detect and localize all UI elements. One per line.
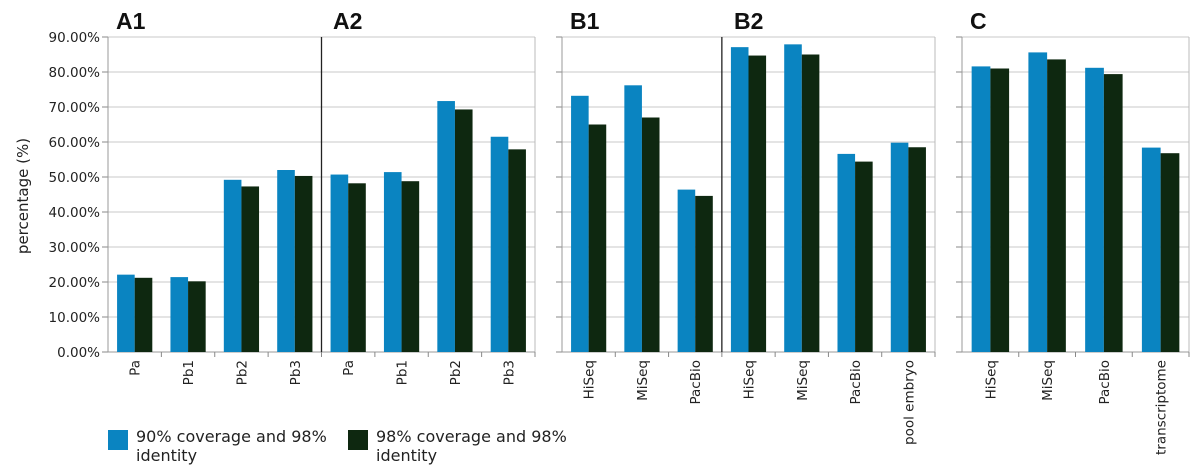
bar-b1-pacbio-s1	[677, 189, 696, 352]
panel-letter-b1: B1	[570, 8, 600, 34]
y-tick-label: 30.00%	[49, 240, 101, 256]
bar-a1-pb3-s2	[294, 175, 313, 352]
bar-a2-pb3-s1	[490, 136, 509, 352]
bar-b2-pacbio-s2	[855, 161, 873, 352]
chart-group-c: HiSeq MiSeq PacBio transcriptome C	[956, 8, 1190, 455]
bar-b1-miseq-s2	[641, 117, 660, 352]
bar-c-miseq-s1	[1028, 52, 1048, 353]
chart-group-b: HiSeq MiSeq PacBio B1 HiSeq MiSeq PacBio pool e…	[556, 8, 936, 445]
x-tick-label: PacBio	[688, 360, 704, 405]
x-tick-label: Pb2	[234, 360, 250, 385]
bar-a1-pb1-s1	[170, 277, 189, 352]
bar-b1-miseq-s1	[624, 85, 642, 353]
x-tick-label: Pb3	[501, 360, 517, 385]
x-tick-label: transcriptome	[1154, 360, 1170, 455]
x-tick-label: HiSeq	[983, 360, 999, 399]
chart-group-a: 0.00% 10.00% 20.00% 30.00% 40.00% 50.00% 60.00…	[49, 8, 536, 385]
bar-a2-pb1-s1	[383, 172, 402, 352]
bar-c-hiseq-s1	[971, 66, 991, 353]
bar-b2-miseq-s2	[801, 54, 820, 352]
bar-a1-pb1-s2	[188, 281, 206, 352]
bar-a1-pb2-s2	[241, 186, 260, 352]
bar-c-pacbio-s2	[1103, 74, 1123, 352]
panel-letter-c: C	[970, 8, 987, 34]
bar-a1-pa-s1	[117, 274, 135, 352]
bar-b2-pool-embryo-s2	[908, 147, 926, 352]
bar-c-miseq-s2	[1047, 59, 1066, 353]
bar-a2-pb2-s2	[454, 109, 473, 352]
bar-b2-hiseq-s1	[730, 47, 749, 353]
bar-a2-pb1-s2	[401, 181, 420, 352]
y-tick-label: 0.00%	[57, 345, 100, 361]
x-tick-label: HiSeq	[742, 360, 758, 399]
x-tick-label: Pb2	[448, 360, 464, 385]
legend-label-90: 90% coverage and 98% identity	[136, 427, 327, 465]
legend-label-98: 98% coverage and 98% identity	[376, 427, 567, 465]
bar-c-transcriptome-s1	[1141, 147, 1161, 352]
y-tick-label: 90.00%	[49, 30, 101, 46]
bar-c-transcriptome-s2	[1160, 153, 1180, 352]
bar-a2-pb3-s2	[508, 149, 526, 352]
y-tick-label: 50.00%	[49, 170, 101, 186]
y-tick-label: 10.00%	[49, 310, 101, 326]
bar-a2-pa-s2	[348, 183, 366, 352]
legend-swatch-98	[348, 430, 368, 450]
legend-swatch-90	[108, 430, 128, 450]
y-axis-label: percentage (%)	[14, 138, 32, 254]
bar-b2-hiseq-s2	[748, 55, 767, 353]
bar-b2-miseq-s1	[784, 44, 802, 352]
y-tick-label: 70.00%	[49, 100, 101, 116]
x-tick-label: Pb1	[181, 360, 197, 385]
y-tick-label: 80.00%	[49, 65, 101, 81]
x-tick-label: PacBio	[1097, 360, 1113, 405]
x-tick-label: Pa	[341, 360, 357, 376]
bar-b1-pacbio-s2	[695, 195, 713, 352]
x-tick-label: HiSeq	[582, 360, 598, 399]
panel-letter-a1: A1	[116, 8, 146, 34]
bar-a2-pa-s1	[330, 174, 349, 352]
y-tick-label: 40.00%	[49, 205, 101, 221]
bar-a2-pb2-s1	[437, 101, 455, 352]
bar-b2-pool-embryo-s1	[890, 142, 909, 352]
bar-b2-pacbio-s1	[837, 153, 856, 352]
panel-letter-b2: B2	[734, 8, 763, 34]
x-tick-label: Pa	[128, 360, 144, 376]
bar-a1-pb2-s1	[223, 179, 242, 352]
panel-letter-a2: A2	[333, 8, 362, 34]
bar-a1-pa-s2	[134, 277, 153, 352]
y-tick-label: 20.00%	[49, 275, 101, 291]
bar-b1-hiseq-s1	[571, 95, 589, 353]
y-tick-label: 60.00%	[49, 135, 101, 151]
x-tick-label: MiSeq	[635, 360, 651, 401]
bar-c-pacbio-s1	[1085, 67, 1104, 353]
x-tick-label: MiSeq	[1040, 360, 1056, 401]
bar-c-hiseq-s2	[990, 68, 1010, 352]
bar-a1-pb3-s1	[277, 170, 295, 352]
x-tick-label: pool embryo	[901, 360, 917, 445]
x-tick-label: Pb1	[395, 360, 411, 385]
bar-b1-hiseq-s2	[588, 124, 607, 352]
x-tick-label: MiSeq	[795, 360, 811, 401]
x-tick-label: PacBio	[848, 360, 864, 405]
x-tick-label: Pb3	[288, 360, 304, 385]
